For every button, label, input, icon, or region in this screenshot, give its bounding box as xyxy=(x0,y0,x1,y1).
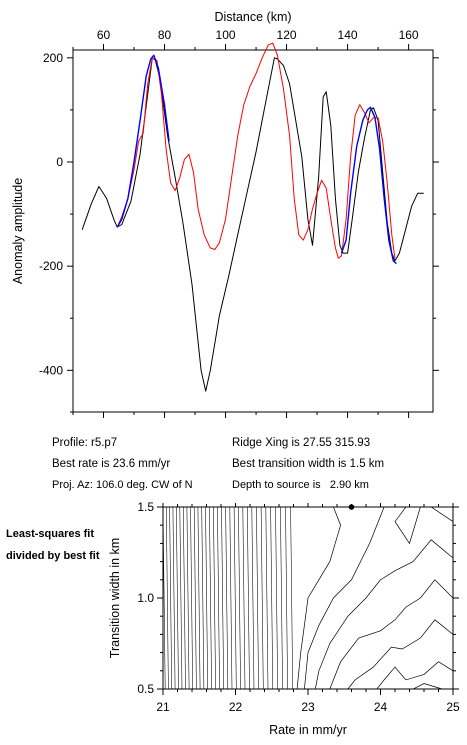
contour-line xyxy=(290,506,293,690)
contour-line xyxy=(412,683,443,690)
x-axis: 60 80 100 120 140 160 xyxy=(72,28,419,418)
contour-line xyxy=(394,506,421,545)
x-tick-label: 140 xyxy=(338,28,358,42)
x-tick-label: 120 xyxy=(277,28,297,42)
best-fit-marker xyxy=(348,504,355,510)
contour-line xyxy=(205,506,208,690)
contour-line xyxy=(169,506,172,690)
contour-line xyxy=(217,506,220,690)
contour-x-tick-label: 23 xyxy=(301,700,315,714)
contour-y-tick-label: 0.5 xyxy=(137,682,154,696)
anomaly-chart: 60 80 100 120 140 160 200 0 -200 -400 Distance (… xyxy=(11,10,439,418)
contour-line xyxy=(285,506,288,690)
contour-line xyxy=(347,619,454,690)
contour-line xyxy=(221,506,224,690)
contour-line xyxy=(186,506,190,690)
plot-frame xyxy=(72,49,434,413)
x-tick-label: 160 xyxy=(399,28,419,42)
contour-line xyxy=(256,506,259,690)
contour-x-tick-label: 25 xyxy=(446,700,460,714)
x-axis-label: Distance (km) xyxy=(214,10,291,24)
series-group xyxy=(81,42,424,392)
contour-x-tick-label: 22 xyxy=(229,700,243,714)
contour-line xyxy=(233,506,237,690)
contour-line xyxy=(166,506,169,690)
contour-line xyxy=(265,506,269,690)
contour-line xyxy=(183,506,186,690)
contour-line xyxy=(238,506,241,690)
contour-y-tick-label: 1.5 xyxy=(137,500,154,514)
contour-line xyxy=(172,506,176,690)
contour-line xyxy=(251,506,255,690)
best-width-label: Best transition width is 1.5 km xyxy=(232,458,385,470)
contour-line xyxy=(247,506,250,690)
contour-line xyxy=(314,539,454,690)
ridge-xing-label: Ridge Xing is 27.55 315.93 xyxy=(232,437,371,449)
contour-line xyxy=(197,506,201,690)
contour-x-tick-label: 24 xyxy=(374,700,388,714)
contour-line xyxy=(242,506,246,690)
contour-line xyxy=(376,661,454,690)
contour-axes: 21 22 23 24 25 0.5 1.0 1.5 xyxy=(137,500,460,714)
contour-line xyxy=(280,506,283,690)
y-axis: 200 0 -200 -400 xyxy=(39,51,439,413)
contour-line xyxy=(304,506,385,690)
profile-label: Profile: r5.p7 xyxy=(52,437,118,449)
contour-line xyxy=(225,506,229,690)
contour-line xyxy=(431,506,454,522)
contour-line xyxy=(275,506,278,690)
depth-label-text: Depth to source is xyxy=(232,479,321,491)
contour-x-axis-label: Rate in mm/yr xyxy=(269,723,347,737)
contour-line xyxy=(209,506,212,690)
contour-lines xyxy=(162,506,454,690)
x-tick-label: 80 xyxy=(158,28,172,42)
contour-line xyxy=(176,506,179,690)
contour-line xyxy=(229,506,233,690)
y-axis-label: Anomaly amplitude xyxy=(11,178,25,284)
y-tick-label: -400 xyxy=(39,363,63,377)
contour-line xyxy=(190,506,193,690)
contour-line xyxy=(179,506,183,690)
side-note: Least-squares fit divided by best fit xyxy=(6,528,100,562)
contour-line xyxy=(213,506,216,690)
model-anomaly-line xyxy=(116,42,396,259)
contour-y-axis-label: Transition width in km xyxy=(108,538,122,658)
contour-line xyxy=(260,506,264,690)
fitted-segment-line xyxy=(116,54,397,265)
proj-az-label: Proj. Az: 106.0 deg. CW of N xyxy=(52,479,193,491)
observed-anomaly-line xyxy=(81,57,424,392)
depth-label: Depth to source is 2.90 km xyxy=(232,479,369,491)
best-rate-label: Best rate is 23.6 mm/yr xyxy=(52,458,171,470)
y-tick-label: -200 xyxy=(39,259,63,273)
contour-line xyxy=(193,506,197,690)
contour-line xyxy=(270,506,274,690)
y-tick-label: 200 xyxy=(43,51,63,65)
contour-line xyxy=(329,579,454,690)
x-tick-label: 100 xyxy=(216,28,236,42)
misfit-contour-chart: 21 22 23 24 25 0.5 1.0 1.5 Rate in mm/yr Transi… xyxy=(108,500,460,737)
contour-y-tick-label: 1.0 xyxy=(137,591,154,605)
contour-line xyxy=(296,506,341,690)
y-tick-label: 0 xyxy=(56,155,63,169)
depth-value: 2.90 km xyxy=(329,479,369,491)
contour-line xyxy=(201,506,205,690)
contour-x-tick-label: 21 xyxy=(156,700,170,714)
x-tick-label: 60 xyxy=(97,28,111,42)
